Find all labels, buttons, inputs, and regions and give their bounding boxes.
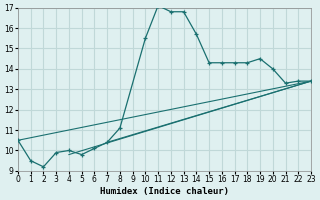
X-axis label: Humidex (Indice chaleur): Humidex (Indice chaleur): [100, 187, 229, 196]
